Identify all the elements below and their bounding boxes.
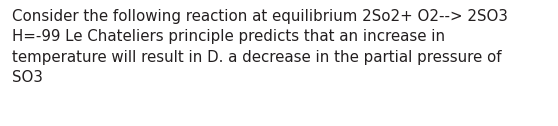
Text: Consider the following reaction at equilibrium 2So2+ O2--> 2SO3
H=-99 Le Chateli: Consider the following reaction at equil… xyxy=(12,9,508,85)
